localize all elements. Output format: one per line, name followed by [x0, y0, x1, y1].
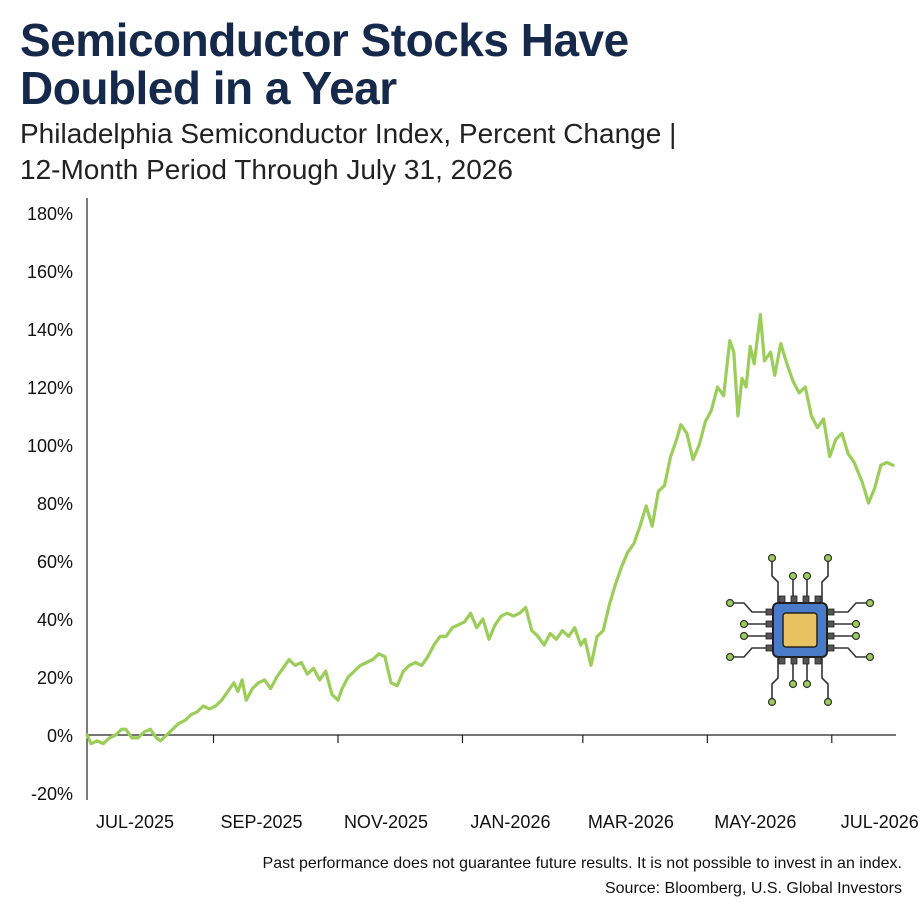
chart-subtitle: Philadelphia Semiconductor Index, Percen… [20, 116, 676, 188]
series-line [85, 312, 895, 746]
chip-trace [826, 647, 866, 658]
chip-core [782, 612, 818, 648]
chip-trace [821, 561, 829, 604]
y-tick-label: 80% [37, 494, 73, 514]
y-tick-label: 140% [27, 320, 73, 340]
chart-title: Semiconductor Stocks Have Doubled in a Y… [20, 16, 629, 112]
x-tick-label: JUL-2026 [841, 812, 919, 832]
chip-node [865, 598, 875, 608]
chip-node [802, 679, 812, 689]
chip-node [851, 631, 861, 641]
y-tick-label: 60% [37, 552, 73, 572]
chip-trace [734, 647, 774, 658]
chip-node [788, 679, 798, 689]
chip-node [767, 553, 777, 563]
y-tick-label: 20% [37, 668, 73, 688]
footer-disclaimer: Past performance does not guarantee futu… [262, 855, 902, 872]
y-tick-label: 100% [27, 436, 73, 456]
chip-trace [821, 656, 829, 699]
x-tick-label: SEP-2025 [220, 812, 302, 832]
chart-subtitle-line1: Philadelphia Semiconductor Index, Percen… [20, 118, 677, 149]
y-tick-label: 180% [27, 204, 73, 224]
chip-node [788, 571, 798, 581]
x-tick-label: MAR-2026 [588, 812, 674, 832]
chip-node [823, 697, 833, 707]
chip-node [865, 652, 875, 662]
x-tick-label: MAY-2026 [714, 812, 796, 832]
x-tick-label: JUL-2025 [96, 812, 174, 832]
y-tick-label: 120% [27, 378, 73, 398]
chart-title-line2: Doubled in a Year [20, 62, 397, 114]
chip-trace [771, 656, 779, 699]
line-chart: -20% 0% 20% 40% 60% 80% 100% 120% 140% 160% 180% J… [27, 198, 919, 832]
y-axis: -20% 0% 20% 40% 60% 80% 100% 120% 140% 160% 180% [27, 198, 88, 804]
chip-node [725, 652, 735, 662]
y-tick-label: -20% [31, 784, 73, 804]
chip-node [739, 619, 749, 629]
chip-node [739, 631, 749, 641]
y-tick-label: 40% [37, 610, 73, 630]
chip-trace [771, 561, 779, 604]
chip-node [802, 571, 812, 581]
chip-trace [734, 602, 774, 613]
x-tick-label: JAN-2026 [470, 812, 550, 832]
series-group [85, 312, 895, 746]
chip-node [823, 553, 833, 563]
y-tick-label: 160% [27, 262, 73, 282]
footer-source: Source: Bloomberg, U.S. Global Investors [604, 880, 902, 897]
microchip-icon [725, 553, 875, 707]
y-tick-label: 0% [47, 726, 73, 746]
chip-node [725, 598, 735, 608]
chip-trace [826, 602, 866, 613]
x-axis: JUL-2025 SEP-2025 NOV-2025 JAN-2026 MAR-2026… [87, 734, 919, 832]
chip-node [767, 697, 777, 707]
x-tick-label: NOV-2025 [344, 812, 428, 832]
chip-node [851, 619, 861, 629]
chart-title-line1: Semiconductor Stocks Have [20, 14, 629, 66]
chart-subtitle-line2: 12-Month Period Through July 31, 2026 [20, 154, 513, 185]
